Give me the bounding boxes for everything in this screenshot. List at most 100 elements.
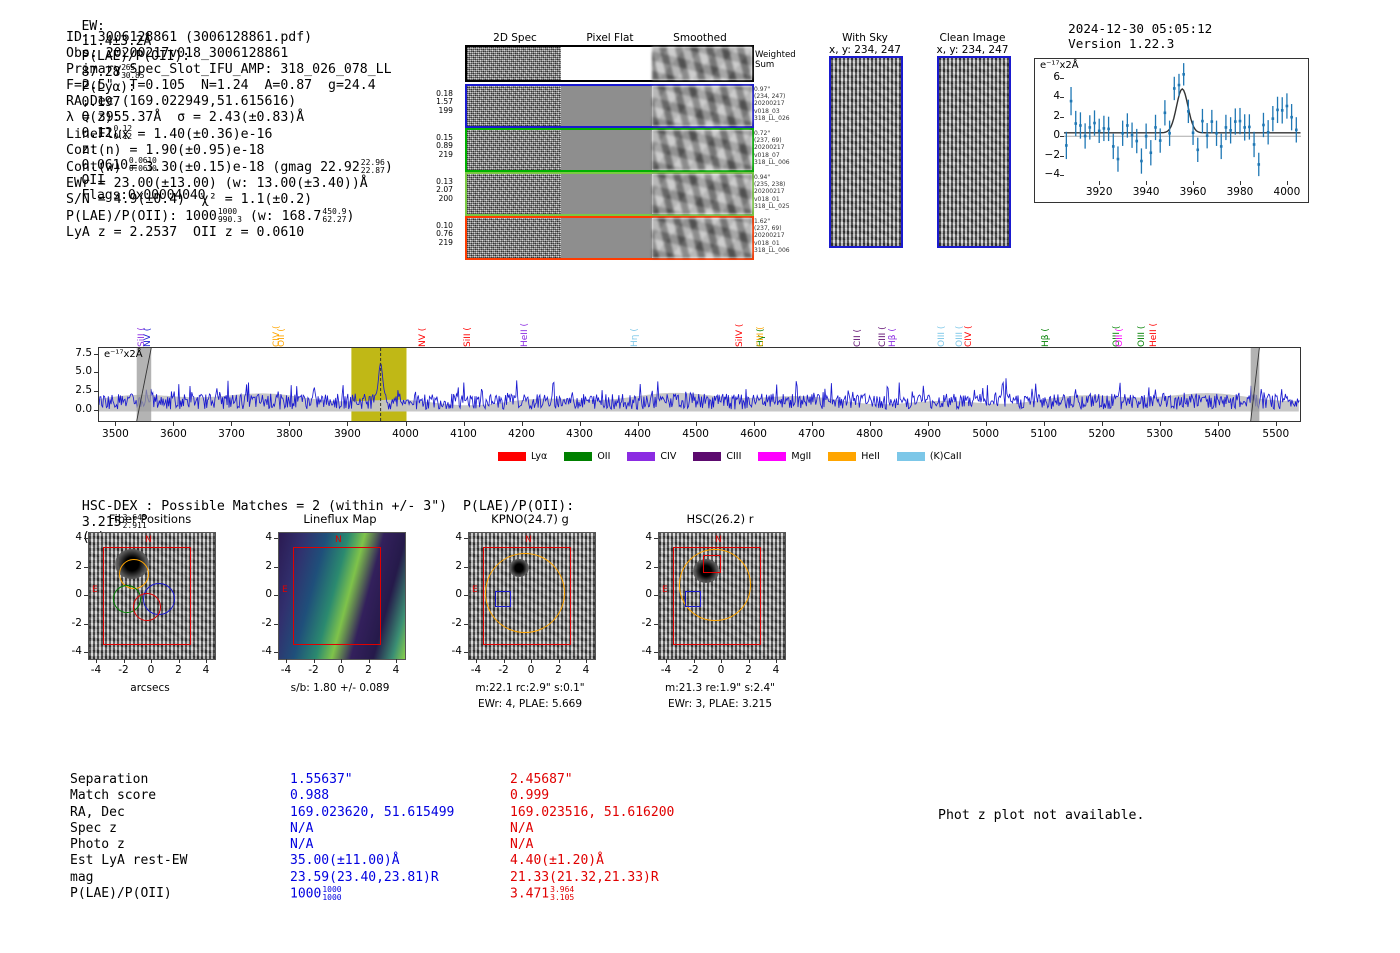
table-row: Photo z N/A N/A xyxy=(70,837,674,853)
aperture-box xyxy=(483,547,571,645)
info-primary-slot: Primary Spec_Slot_IFU_AMP: 318_026_078_L… xyxy=(66,62,392,78)
axis-tick xyxy=(721,659,722,663)
info-snr-chi2: S/N = 4.9(±0.4) χ² = 1.1(±0.2) xyxy=(66,192,313,208)
y-tick-label: 2 xyxy=(645,559,652,572)
compass-east-label: E xyxy=(472,585,478,595)
axis-tick xyxy=(96,659,97,663)
emission-line-label: CII ( xyxy=(853,329,864,347)
x-tick-label: -4 xyxy=(90,664,102,676)
clean-image-coords: x, y: 234, 247 xyxy=(936,44,1009,56)
plae-value: 87.28 xyxy=(81,65,121,81)
full-spectrum-axes xyxy=(98,347,1301,422)
spec-row-2-left-labels: 0.15 0.89 219 xyxy=(436,133,453,159)
axis-tick xyxy=(313,659,315,663)
x-tick-label: 4 xyxy=(392,664,400,676)
full-spectrum-legend: Lyα OII CIV CIII MgII HeII (K)CaII xyxy=(498,446,979,465)
y-tick-label: -2 xyxy=(641,616,652,629)
z-value: 0.0610 xyxy=(81,157,128,173)
blue-plae: 1000 1000 1000 xyxy=(290,885,342,903)
cutout-caption-primary: m:22.1 rc:2.9" s:0.1" xyxy=(475,682,585,694)
compass-east-label: E xyxy=(92,585,98,595)
emission-line-label: CIII ( xyxy=(755,326,766,347)
x-tick-label: 4 xyxy=(772,664,780,676)
emission-line-label: Hβ ( xyxy=(887,328,898,347)
panel-title-smoothed: Smoothed xyxy=(673,32,727,44)
spec-row-4-left-labels: 0.10 0.76 219 xyxy=(436,221,453,247)
axis-tick xyxy=(84,595,88,596)
cutout-caption-primary: s/b: 1.80 +/- 0.089 xyxy=(290,682,390,694)
axis-tick xyxy=(693,659,695,663)
axis-tick xyxy=(84,652,88,653)
z-label: z: xyxy=(81,141,97,157)
cutout-panel: KPNO(24.7) g N E 4 2 0 -2 -4 -4 -2 0 2 4 m:22.1 rc:2.… xyxy=(440,512,615,737)
y-tick-label: 0 xyxy=(455,588,462,600)
y-tick-label: 4 xyxy=(455,531,462,543)
legend-item: (K)CaII xyxy=(896,451,962,462)
row-label-spec-z: Spec z xyxy=(70,820,117,836)
axis-tick xyxy=(654,652,658,653)
x-tick-label: 2 xyxy=(555,664,562,676)
axis-tick xyxy=(274,566,278,568)
legend-item: HeII xyxy=(828,451,880,462)
axis-tick xyxy=(274,595,278,596)
legend-label: CIII xyxy=(726,451,742,462)
hsc-dex-prefix: HSC-DEX : Possible Matches = 2 (within +… xyxy=(81,499,575,514)
table-row: Match score 0.988 0.999 xyxy=(70,788,674,804)
info-id: ID: 3006128861 (3006128861.pdf) xyxy=(66,30,313,45)
red-mag: 21.33(21.32,21.33)R xyxy=(510,869,659,885)
emission-line-label: OIII ( xyxy=(937,325,948,347)
x-tick-label: -4 xyxy=(280,664,292,676)
header-summary-line: EW: 11.4±3.2Å P(LAE)/P(OII): 87.28 265 30.… xyxy=(66,4,205,203)
legend-label: HeII xyxy=(861,451,880,462)
y-tick-label: 2 xyxy=(265,559,272,572)
cutout-title: KPNO(24.7) g xyxy=(491,512,569,526)
row-label-est-ew: Est LyA rest-EW xyxy=(70,853,188,869)
with-sky-title: With Sky xyxy=(842,32,888,44)
spec-row-weighted-sum xyxy=(465,45,754,82)
fiber-circle xyxy=(133,593,161,621)
qz-errors: 0.12 0.12 xyxy=(113,124,132,142)
cutout-title: Fiber Positions xyxy=(108,512,192,526)
plya-label: P(Lyα): xyxy=(81,80,136,96)
info-lineflux: LineFlux = 1.40(±0.36)e-16 xyxy=(66,126,273,142)
red-plae: 3.471 3.964 3.105 xyxy=(510,885,575,903)
table-row: Separation 1.55637" 2.45687" xyxy=(70,772,674,788)
axis-tick xyxy=(654,538,658,539)
blue-match-score: 0.988 xyxy=(290,788,330,804)
aperture-box xyxy=(673,547,761,645)
legend-item: CIII xyxy=(693,451,741,462)
cutout-caption-secondary: EWr: 4, PLAE: 5.669 xyxy=(477,698,583,710)
z-errors: 0.0610 0.0610 xyxy=(128,155,157,173)
axis-tick xyxy=(654,595,658,596)
emission-line-label: CIV ( xyxy=(964,325,975,347)
aperture-box xyxy=(293,547,381,645)
x-tick-label: -2 xyxy=(498,664,509,676)
emission-line-label: CIII ( xyxy=(878,326,888,347)
x-tick-label: 0 xyxy=(717,664,725,676)
row-label-radec: RA, Dec xyxy=(70,804,125,820)
legend-swatch xyxy=(693,452,722,461)
hsc-dex-errors: 3.645 2.911 xyxy=(122,513,147,531)
panel-title-pixelflat: Pixel Flat xyxy=(586,32,634,44)
emission-line-label: SiII ( xyxy=(463,327,474,347)
compass-north-label: N xyxy=(715,535,722,545)
emission-line-label: OIII ( xyxy=(1137,325,1148,347)
emission-line-label: OII ( xyxy=(1115,328,1126,347)
emission-line-label: Hβ ( xyxy=(1041,328,1052,347)
with-sky-cutout-group: With Sky x, y: 234, 247 xyxy=(820,32,910,248)
red-separation: 2.45687" xyxy=(510,772,573,787)
cutout-title: HSC(26.2) r xyxy=(686,512,754,526)
info-ewr: EWr = 23.00(±13.00) (w: 13.00(±3.40))Å xyxy=(66,176,368,191)
axis-tick xyxy=(654,623,658,625)
blue-spec-z: N/A xyxy=(290,820,314,836)
cutout-panel-row: Fiber Positions N E 4 2 0 -2 -4 -4 -2 0 2 4 arcsecs Li… xyxy=(60,512,820,737)
clean-image-title: Clean Image xyxy=(939,32,1006,44)
cutout-caption-secondary: EWr: 3, PLAE: 3.215 xyxy=(667,698,773,710)
legend-label: (K)CaII xyxy=(929,451,962,462)
y-tick-label: 0 xyxy=(75,588,82,600)
emission-line-label: Hη ( xyxy=(629,328,640,347)
